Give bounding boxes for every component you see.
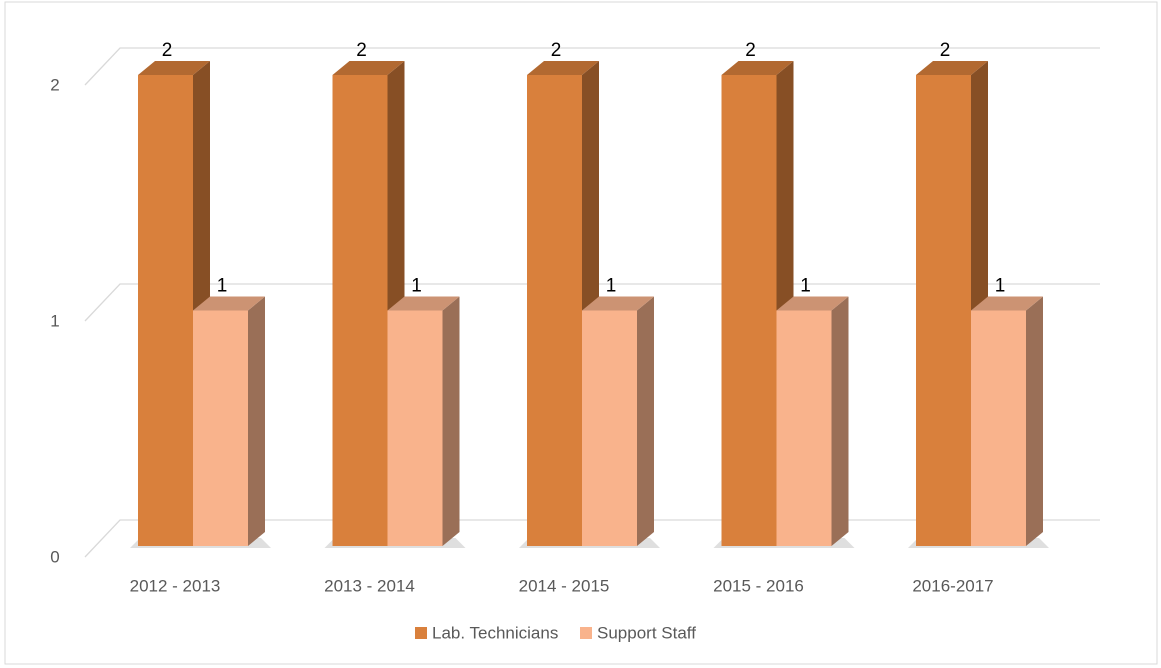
grid-line: [84, 47, 1100, 86]
bar-top: [332, 61, 405, 75]
y-tick-label: 2: [50, 75, 59, 94]
bar-top: [193, 296, 265, 311]
x-tick-label: 2013 - 2014: [324, 576, 415, 595]
data-label: 2: [745, 40, 756, 61]
data-label: 1: [606, 276, 617, 297]
legend-label: Lab. Technicians: [432, 623, 558, 642]
bar: [527, 75, 582, 546]
bar-top: [971, 296, 1043, 311]
x-tick-label: 2015 - 2016: [713, 576, 804, 595]
x-tick-label: 2016-2017: [912, 576, 993, 595]
bar: [916, 75, 971, 546]
bar-side: [442, 296, 460, 546]
bar: [193, 310, 248, 546]
legend-swatch: [580, 627, 592, 639]
x-tick-label: 2012 - 2013: [130, 576, 221, 595]
bar-side: [248, 296, 265, 546]
data-label: 2: [162, 40, 173, 61]
bar: [721, 75, 777, 546]
bar-top: [776, 296, 849, 311]
bar-side: [1026, 296, 1043, 546]
bar-side: [831, 296, 849, 546]
bar-top: [387, 296, 460, 311]
bar: [776, 310, 832, 546]
bar: [582, 310, 637, 546]
data-label: 2: [356, 40, 367, 61]
legend-label: Support Staff: [597, 623, 696, 642]
bar: [387, 310, 443, 546]
bar-top: [138, 61, 210, 75]
bar-top: [916, 61, 988, 75]
bar-top: [527, 61, 599, 75]
bar: [971, 310, 1026, 546]
x-tick-label: 2014 - 2015: [519, 576, 610, 595]
y-tick-label: 0: [50, 547, 59, 566]
bar: [138, 75, 193, 546]
bar-side: [637, 296, 654, 546]
data-label: 1: [995, 276, 1006, 297]
bar-top: [721, 61, 794, 75]
bar: [332, 75, 388, 546]
bar-top: [582, 296, 654, 311]
y-tick-label: 1: [50, 311, 59, 330]
data-label: 1: [217, 276, 228, 297]
data-label: 2: [551, 40, 562, 61]
data-label: 2: [940, 40, 951, 61]
data-label: 1: [411, 276, 422, 297]
data-label: 1: [800, 276, 811, 297]
legend-swatch: [415, 627, 427, 639]
